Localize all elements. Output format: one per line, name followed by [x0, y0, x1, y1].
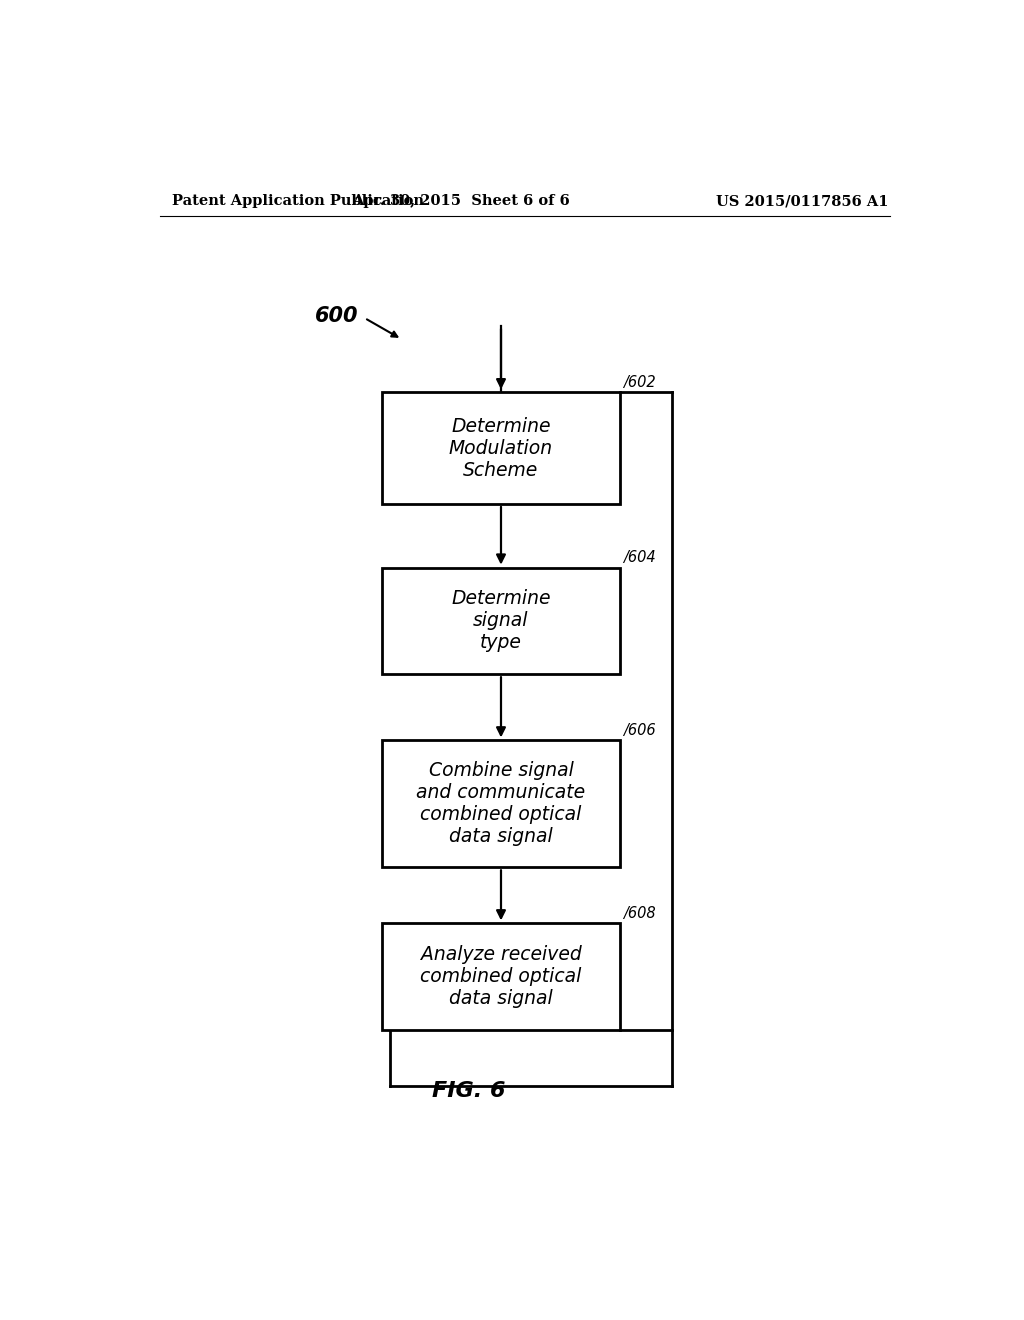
- Bar: [382, 568, 620, 675]
- Text: Apr. 30, 2015  Sheet 6 of 6: Apr. 30, 2015 Sheet 6 of 6: [352, 194, 570, 209]
- Text: Analyze received
combined optical
data signal: Analyze received combined optical data s…: [420, 945, 582, 1008]
- Text: Patent Application Publication: Patent Application Publication: [172, 194, 424, 209]
- Text: /606: /606: [624, 723, 655, 738]
- Bar: [382, 923, 620, 1030]
- Text: Combine signal
and communicate
combined optical
data signal: Combine signal and communicate combined …: [417, 762, 586, 846]
- Text: Determine
Modulation
Scheme: Determine Modulation Scheme: [449, 417, 553, 479]
- Text: Determine
signal
type: Determine signal type: [452, 589, 551, 652]
- Text: /608: /608: [624, 907, 655, 921]
- Bar: [382, 392, 620, 504]
- Bar: [382, 741, 620, 867]
- Text: /602: /602: [624, 375, 655, 391]
- Text: FIG. 6: FIG. 6: [432, 1081, 506, 1101]
- Text: 600: 600: [314, 306, 358, 326]
- Text: /604: /604: [624, 550, 655, 565]
- Text: US 2015/0117856 A1: US 2015/0117856 A1: [717, 194, 889, 209]
